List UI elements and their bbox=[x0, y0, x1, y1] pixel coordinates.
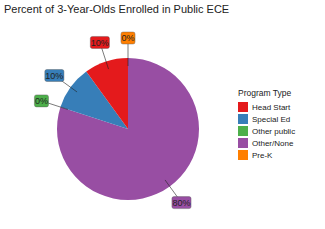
legend-key bbox=[238, 102, 248, 112]
legend: Program Type Head Start Special Ed Other pu… bbox=[238, 88, 295, 160]
legend-label: Other public bbox=[252, 127, 295, 136]
slice bbox=[57, 58, 199, 200]
legend-label: Pre-K bbox=[252, 151, 273, 160]
data-label: 80% bbox=[172, 198, 190, 208]
legend-key bbox=[238, 150, 248, 160]
legend-key bbox=[238, 114, 248, 124]
data-label: 0% bbox=[35, 96, 48, 106]
legend-title: Program Type bbox=[238, 88, 292, 98]
label-box bbox=[172, 197, 191, 209]
data-label: 10% bbox=[45, 71, 63, 81]
label-box bbox=[121, 32, 135, 44]
data-label: 0% bbox=[121, 33, 134, 43]
title: Percent of 3-Year-Olds Enrolled in Publi… bbox=[4, 3, 229, 15]
legend-label: Other/None bbox=[252, 139, 294, 148]
label-box bbox=[45, 70, 64, 82]
label-box bbox=[90, 36, 109, 48]
legend-label: Head Start bbox=[252, 103, 291, 112]
data-label: 10% bbox=[91, 38, 109, 48]
legend-key bbox=[238, 138, 248, 148]
legend-key bbox=[238, 126, 248, 136]
slice bbox=[86, 58, 128, 129]
pie bbox=[57, 58, 199, 200]
chart: Percent of 3-Year-Olds Enrolled in Publi… bbox=[0, 0, 325, 229]
legend-label: Special Ed bbox=[252, 115, 290, 124]
label-box bbox=[34, 95, 48, 107]
